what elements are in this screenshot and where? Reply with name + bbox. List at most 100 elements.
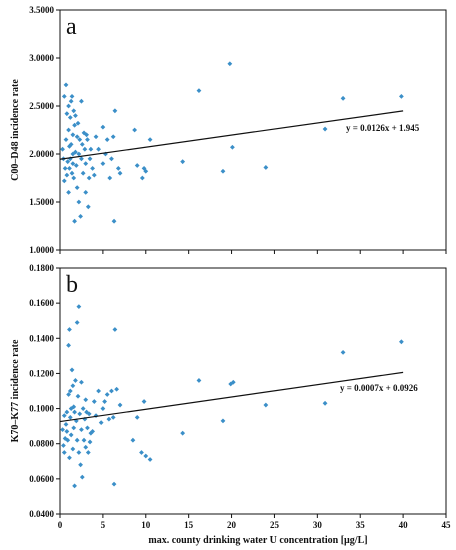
data-point xyxy=(196,378,202,383)
data-point xyxy=(69,170,75,176)
x-tick-label: 10 xyxy=(141,520,151,530)
data-point xyxy=(104,137,110,142)
y-tick-label: 1.5000 xyxy=(29,197,54,207)
data-point xyxy=(64,429,70,434)
data-point xyxy=(340,349,346,355)
data-point xyxy=(132,127,138,133)
data-point xyxy=(83,397,89,403)
data-point xyxy=(75,393,81,399)
panel-b-equation: y = 0.0007x + 0.0926 xyxy=(340,383,418,393)
y-tick-label: 0.1400 xyxy=(29,333,54,343)
panel-b-points xyxy=(60,304,404,489)
panel-b: b 0.04000.06000.08000.10000.12000.14000.… xyxy=(10,263,451,546)
data-point xyxy=(340,95,346,101)
panel-b-x-ticks: 0 5 10 15 20 25 30 35 40 45 xyxy=(58,514,451,530)
data-point xyxy=(91,172,97,178)
data-point xyxy=(67,115,73,120)
data-point xyxy=(67,143,72,149)
data-point xyxy=(68,432,74,438)
y-tick-label: 0.1600 xyxy=(29,298,54,308)
data-point xyxy=(98,420,104,426)
data-point xyxy=(79,379,84,385)
data-point xyxy=(139,175,145,181)
data-point xyxy=(69,367,75,373)
data-point xyxy=(63,137,69,142)
data-point xyxy=(87,439,93,445)
data-point xyxy=(228,381,234,387)
data-point xyxy=(111,481,117,487)
data-point xyxy=(62,166,68,171)
x-tick-label: 5 xyxy=(101,520,106,530)
data-point xyxy=(72,409,77,415)
data-point xyxy=(76,450,82,455)
panel-b-frame xyxy=(59,267,447,515)
data-point xyxy=(73,149,78,155)
data-point xyxy=(398,94,404,99)
data-point xyxy=(115,166,121,171)
data-point xyxy=(73,378,78,383)
data-point xyxy=(100,406,106,411)
data-point xyxy=(322,126,328,132)
data-point xyxy=(80,170,86,176)
data-point xyxy=(71,404,77,410)
x-tick-label: 45 xyxy=(442,520,452,530)
data-point xyxy=(67,414,73,420)
data-point xyxy=(73,163,79,168)
data-point xyxy=(67,455,72,461)
data-point xyxy=(74,320,80,325)
data-point xyxy=(114,386,120,392)
data-point xyxy=(64,409,70,415)
data-point xyxy=(81,437,87,443)
data-point xyxy=(65,437,71,443)
data-point xyxy=(80,406,86,411)
data-point xyxy=(71,425,77,431)
data-point xyxy=(88,146,94,152)
y-tick-label: 0.0600 xyxy=(29,474,54,484)
data-point xyxy=(96,388,101,394)
data-point xyxy=(72,218,77,224)
panel-a-frame xyxy=(59,9,447,251)
data-point xyxy=(65,159,71,165)
x-tick-label: 25 xyxy=(270,520,280,530)
x-tick-label: 40 xyxy=(399,520,409,530)
data-point xyxy=(77,411,83,417)
x-tick-label: 30 xyxy=(313,520,323,530)
data-point xyxy=(117,402,123,408)
panel-a-equation: y = 0.0126x + 1.945 xyxy=(346,123,420,133)
data-point xyxy=(70,383,76,389)
x-tick-label: 15 xyxy=(184,520,194,530)
data-point xyxy=(143,168,149,174)
data-point xyxy=(66,127,71,133)
data-point xyxy=(134,163,140,168)
data-point xyxy=(107,175,113,181)
data-point xyxy=(147,457,153,462)
data-point xyxy=(263,165,269,170)
data-point xyxy=(79,98,84,104)
data-point xyxy=(83,444,89,450)
data-point xyxy=(74,437,80,443)
data-point xyxy=(70,161,76,166)
panel-a-y-axis-label: C00–D48 incidence rate xyxy=(10,79,21,181)
data-point xyxy=(78,462,83,468)
x-tick-label: 20 xyxy=(227,520,237,530)
y-tick-label: 1.0000 xyxy=(29,245,54,255)
data-point xyxy=(196,88,202,94)
panel-b-y-axis-label: K70–K77 incidence rate xyxy=(10,339,21,442)
data-point xyxy=(61,450,67,455)
data-point xyxy=(68,98,74,104)
data-point xyxy=(110,134,116,140)
data-point xyxy=(66,103,71,109)
data-point xyxy=(322,400,328,406)
data-point xyxy=(230,379,236,385)
data-point xyxy=(72,122,77,128)
panel-a-letter: a xyxy=(66,14,77,40)
data-point xyxy=(76,151,82,157)
data-point xyxy=(90,429,95,434)
data-point xyxy=(398,339,404,345)
data-point xyxy=(85,137,90,142)
y-tick-label: 2.0000 xyxy=(29,149,54,159)
data-point xyxy=(61,413,67,418)
data-point xyxy=(102,399,108,404)
y-tick-label: 2.5000 xyxy=(29,101,54,111)
data-point xyxy=(61,443,66,448)
